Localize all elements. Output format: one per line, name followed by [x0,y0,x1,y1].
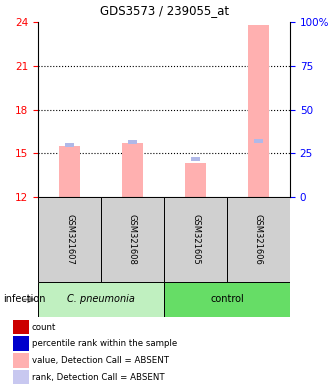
Text: count: count [32,323,56,331]
Text: percentile rank within the sample: percentile rank within the sample [32,339,177,348]
Text: C. pneumonia: C. pneumonia [67,295,135,305]
Bar [191,157,200,161]
Text: GSM321608: GSM321608 [128,214,137,265]
Text: GSM321606: GSM321606 [254,214,263,265]
Bar [13,370,29,384]
Bar [227,197,290,282]
Text: value, Detection Call = ABSENT: value, Detection Call = ABSENT [32,356,169,365]
Text: control: control [210,295,244,305]
Text: infection: infection [3,295,46,305]
Bar [164,197,227,282]
Bar [13,336,29,351]
Bar [164,282,290,317]
Bar [122,143,143,197]
Bar [248,25,269,197]
Bar [13,319,29,334]
Text: GSM321607: GSM321607 [65,214,74,265]
Text: GDS3573 / 239055_at: GDS3573 / 239055_at [100,5,230,18]
Text: GSM321605: GSM321605 [191,214,200,265]
Bar [128,140,137,144]
Bar [185,164,206,197]
Bar [38,282,164,317]
Bar [59,146,80,197]
Bar [65,143,74,147]
Bar [254,139,263,143]
Text: rank, Detection Call = ABSENT: rank, Detection Call = ABSENT [32,373,164,382]
Bar [13,353,29,368]
Bar [101,197,164,282]
Bar [38,197,101,282]
